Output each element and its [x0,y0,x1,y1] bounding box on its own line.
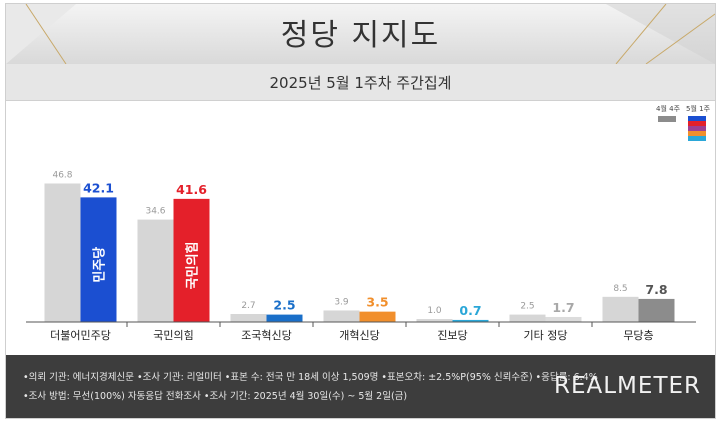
category-label: 국민의힘 [153,329,193,342]
footer-line-2: •조사 방법: 무선(100%) 자동응답 전화조사 •조사 기간: 2025년… [23,391,408,402]
data-label-prev: 3.9 [334,297,349,307]
data-label-curr: 41.6 [176,182,207,197]
subtitle-bar: 2025년 5월 1주차 주간집계 [6,64,715,101]
data-label-curr: 3.5 [366,295,388,310]
bar-curr [266,314,303,322]
category-label: 무당층 [623,329,653,342]
realmeter-logo: REALMETER [554,373,701,399]
legend-prev-label: 4월 4주 [656,105,681,113]
bar-prev [137,219,174,322]
bar-prev [509,314,546,322]
data-label-curr: 1.7 [552,300,574,315]
legend-curr-label: 5월 1주 [686,105,711,113]
legend-swatch-stripe [688,131,706,136]
bar-curr [545,316,582,322]
footer-line-1: •의뢰 기관: 에너지경제신문 •조사 기관: 리얼미터 •표본 수: 전국 만… [23,372,598,383]
bar-curr [359,311,396,322]
category-label: 기타 정당 [524,329,568,342]
legend-swatch-stripe [688,136,706,141]
data-label-prev: 1.0 [427,306,442,316]
bar-curr [80,197,117,322]
header-decoration [6,4,715,64]
data-label-curr: 2.5 [273,298,295,313]
bar-prev [230,314,267,322]
bar-prev [416,319,453,322]
data-label-curr: 42.1 [83,180,114,195]
category-label: 더불어민주당 [50,329,111,342]
category-label: 개혁신당 [339,329,379,342]
legend-swatch-stripe [688,126,706,131]
data-label-prev: 2.7 [241,301,255,311]
chart-frame: 정당 지지도 2025년 5월 1주차 주간집계 4월 4주 5월 1주 46.… [5,3,716,419]
legend-curr-swatch [688,116,706,141]
bar-curr [638,298,675,322]
bar-curr [173,198,210,322]
bar-prev [323,310,360,322]
legend-swatch-stripe [688,116,706,121]
footer-panel: •의뢰 기관: 에너지경제신문 •조사 기관: 리얼미터 •표본 수: 전국 만… [6,355,715,418]
bar-prev [44,183,81,322]
data-label-curr: 0.7 [459,303,481,318]
legend-swatch-stripe [688,121,706,126]
party-logo: 민주당 [92,247,108,283]
page-title: 정당 지지도 [280,18,441,53]
bar-curr [452,319,489,322]
legend: 4월 4주 5월 1주 [656,104,715,146]
data-label-prev: 34.6 [145,207,165,217]
category-label: 조국혁신당 [241,329,292,342]
category-label: 진보당 [437,329,467,342]
data-label-prev: 2.5 [520,302,534,312]
bar-prev [602,296,639,322]
data-label-prev: 8.5 [613,284,627,294]
legend-prev-swatch [658,116,676,122]
data-label-curr: 7.8 [645,282,667,297]
party-logo: 국민의힘 [185,242,201,290]
page-subtitle: 2025년 5월 1주차 주간집계 [269,74,452,92]
data-label-prev: 46.8 [52,170,72,180]
header-banner: 정당 지지도 [6,4,715,64]
